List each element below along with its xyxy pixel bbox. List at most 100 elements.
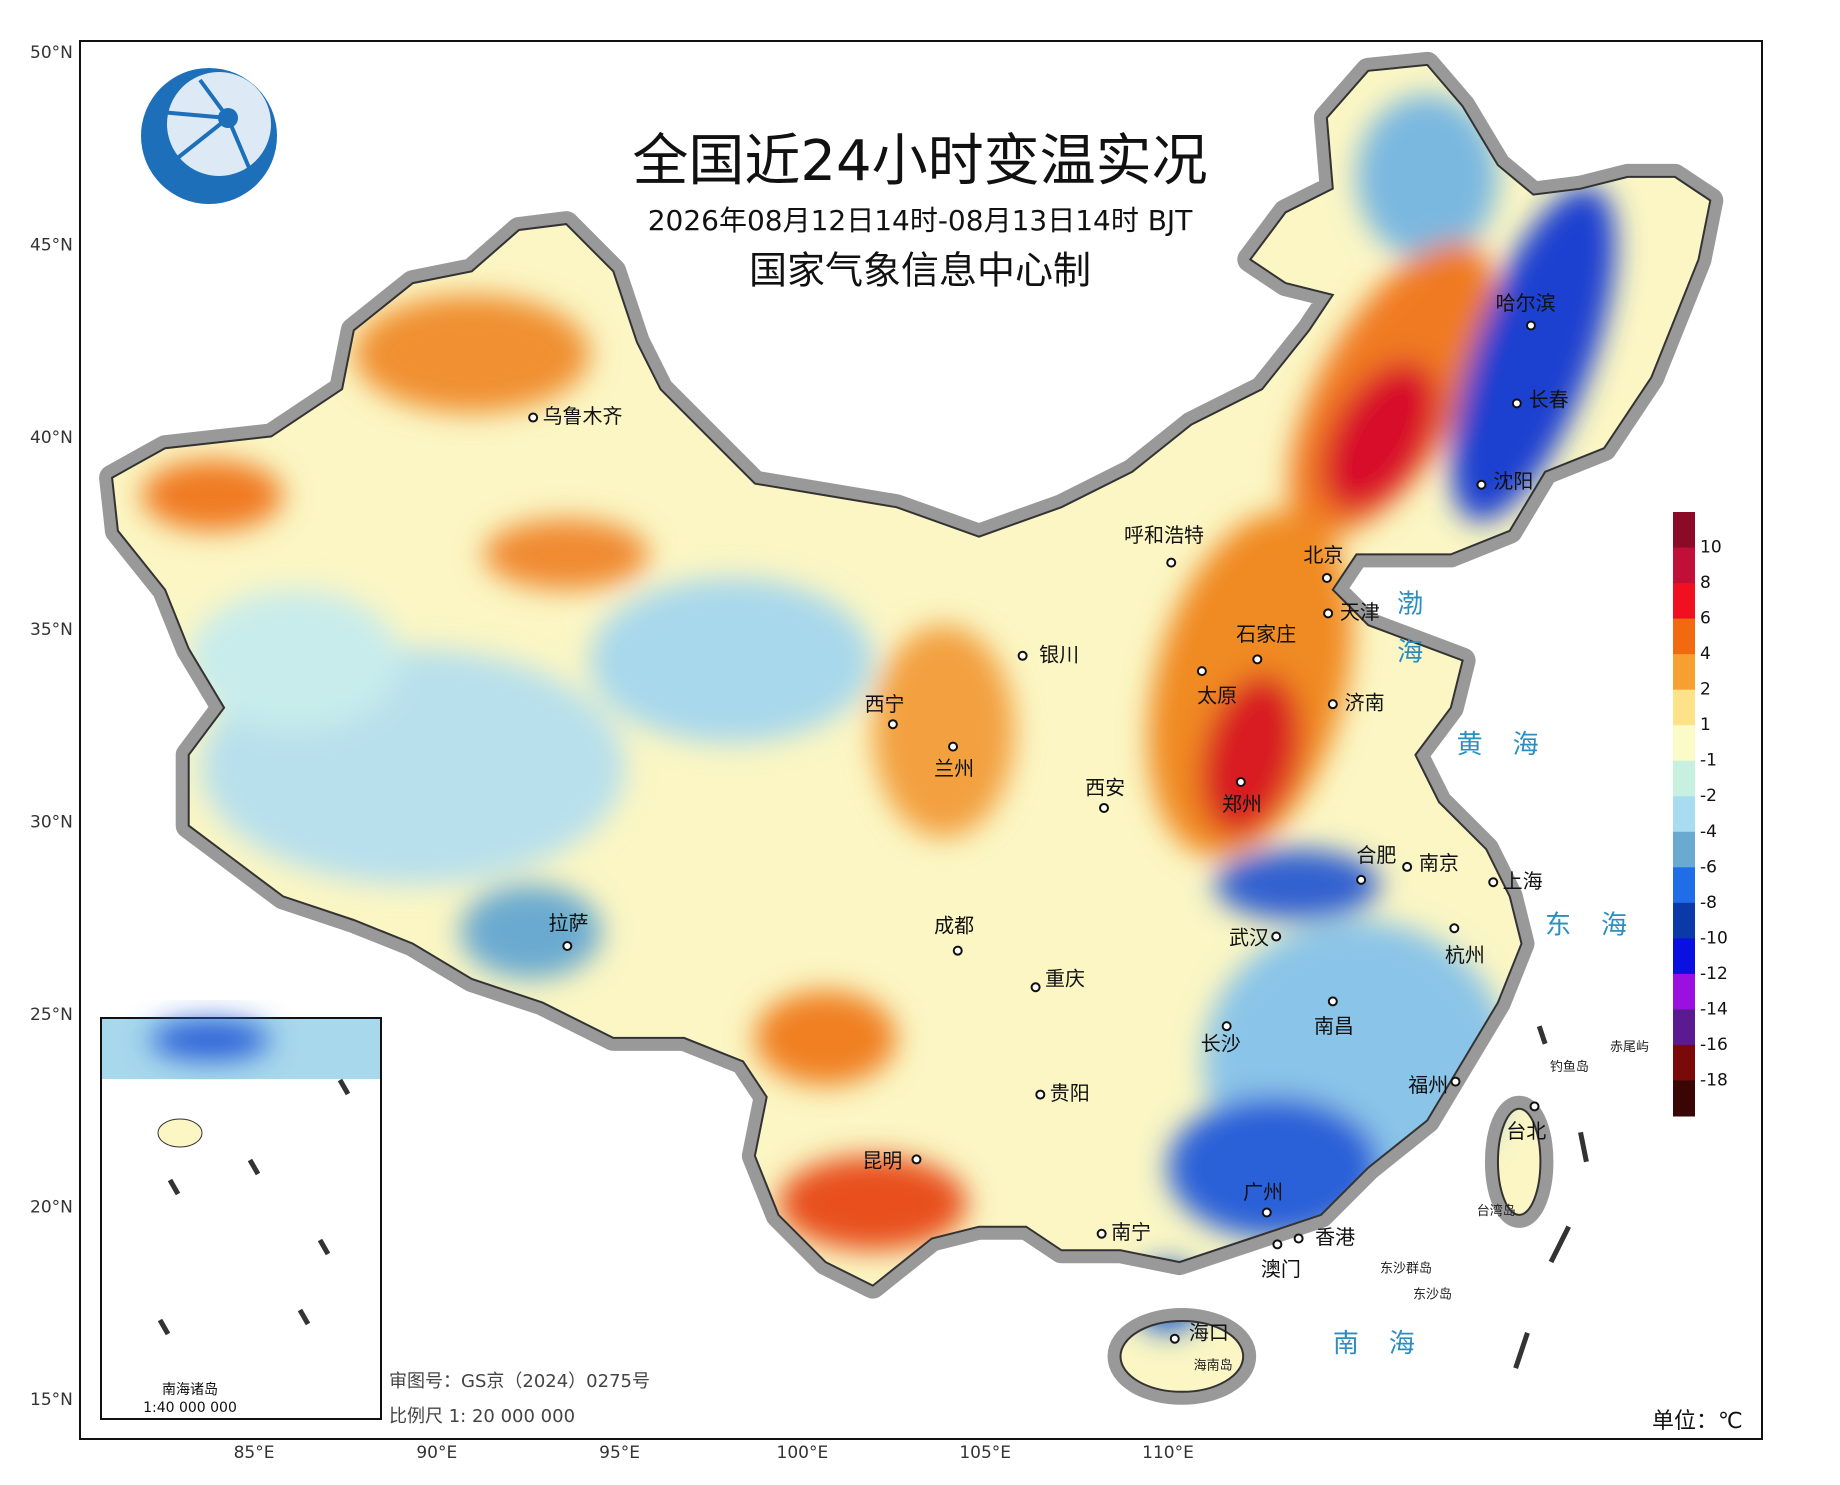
city-marker xyxy=(1235,777,1246,787)
inset-title: 南海诸岛 xyxy=(162,1382,218,1398)
city-label: 南昌 xyxy=(1314,1014,1354,1038)
boundary-dash xyxy=(1548,1225,1571,1264)
city-label: 石家庄 xyxy=(1236,622,1296,646)
legend-tick-label: 2 xyxy=(1700,680,1711,700)
city-marker xyxy=(1017,650,1028,661)
field-blob xyxy=(1321,361,1439,512)
city-marker xyxy=(1321,572,1332,583)
legend-tick-label: 1 xyxy=(1700,715,1711,735)
city-marker xyxy=(1323,608,1334,619)
city-marker xyxy=(948,741,959,752)
sea-label: 东海 xyxy=(1545,910,1657,940)
legend-swatch xyxy=(1673,689,1695,726)
city-marker xyxy=(1525,320,1536,331)
field-blob xyxy=(460,884,602,979)
city-label: 合肥 xyxy=(1356,843,1396,867)
city-marker xyxy=(1293,1233,1304,1244)
city-marker xyxy=(1449,923,1460,934)
city-marker xyxy=(1169,1333,1180,1344)
city-label: 拉萨 xyxy=(548,911,588,935)
city-marker xyxy=(1476,479,1487,490)
city-marker xyxy=(1261,1207,1272,1218)
city-marker xyxy=(1327,996,1338,1007)
legend-tick-label: -4 xyxy=(1700,822,1717,842)
city-label: 济南 xyxy=(1345,691,1385,715)
city-marker xyxy=(1402,861,1413,872)
city-marker xyxy=(1271,931,1282,942)
inset-dash xyxy=(317,1238,331,1256)
field-blob xyxy=(353,294,590,413)
legend-tick-label: 6 xyxy=(1700,609,1711,629)
lat-label: 30°N xyxy=(30,813,73,833)
city-label: 重庆 xyxy=(1045,967,1085,991)
city-marker xyxy=(1529,1101,1540,1112)
map-scale: 比例尺 1: 20 000 000 xyxy=(389,1406,575,1427)
legend-swatch xyxy=(1673,547,1695,584)
city-label: 海口 xyxy=(1189,1321,1229,1345)
legend-tick-label: 4 xyxy=(1700,644,1711,664)
city-marker xyxy=(1030,982,1041,993)
field-blob xyxy=(141,460,284,531)
lat-label: 15°N xyxy=(30,1390,73,1410)
city-marker xyxy=(562,940,573,951)
city-label: 香港 xyxy=(1315,1225,1355,1249)
island-label: 台湾岛 xyxy=(1477,1203,1516,1219)
legend-unit: 单位：℃ xyxy=(1652,1409,1743,1434)
field-blobs xyxy=(141,94,1616,1333)
city-marker xyxy=(952,945,963,956)
field-blob xyxy=(1214,849,1380,920)
review-number: 审图号：GS京（2024）0275号 xyxy=(389,1371,650,1392)
city-label: 郑州 xyxy=(1222,792,1262,816)
city-label: 上海 xyxy=(1503,869,1543,893)
city-label: 长沙 xyxy=(1201,1032,1241,1056)
legend-tick-label: -16 xyxy=(1700,1035,1728,1055)
city-label: 台北 xyxy=(1506,1119,1546,1143)
field-blob xyxy=(778,1155,968,1251)
inset-hainan xyxy=(157,1118,203,1148)
field-blob xyxy=(483,518,649,590)
city-label: 成都 xyxy=(934,914,974,938)
border xyxy=(111,63,1712,1393)
city-label: 澳门 xyxy=(1261,1257,1301,1281)
lat-label: 25°N xyxy=(30,1005,73,1025)
sea-label: 黄海 xyxy=(1457,730,1569,760)
legend: 10 8 6 4 2 1 -1 -2 -4 -6 -8 -10 -12 -14 -16 -18 xyxy=(1673,512,1728,1117)
inset-frame xyxy=(100,1017,382,1420)
inset-blob xyxy=(150,1020,270,1060)
city-marker xyxy=(1096,1228,1107,1239)
legend-swatch xyxy=(1673,831,1695,868)
island-label: 钓鱼岛 xyxy=(1550,1059,1589,1075)
city-label: 沈阳 xyxy=(1493,469,1533,493)
legend-swatch xyxy=(1673,1009,1695,1046)
city-marker xyxy=(1450,1076,1461,1087)
field-blob xyxy=(1451,186,1616,522)
lat-label: 40°N xyxy=(30,428,73,448)
legend-tick-label: -18 xyxy=(1700,1070,1728,1090)
legend-swatch xyxy=(1673,1044,1695,1081)
legend-swatch xyxy=(1673,654,1695,691)
city-label: 贵阳 xyxy=(1050,1081,1090,1105)
inset-dash xyxy=(157,1318,171,1336)
city-label: 福州 xyxy=(1408,1073,1448,1097)
city-marker xyxy=(1035,1089,1046,1100)
city-marker xyxy=(1221,1021,1232,1032)
inset-dash xyxy=(167,1178,181,1196)
field-blob xyxy=(1167,1096,1381,1239)
city-label: 西宁 xyxy=(865,692,905,716)
inset-dash xyxy=(297,1308,311,1326)
logo xyxy=(141,68,277,204)
island-label: 东沙群岛 xyxy=(1380,1261,1432,1277)
lon-label: 95°E xyxy=(599,1443,640,1463)
legend-swatch xyxy=(1673,725,1695,762)
city-marker xyxy=(1327,699,1338,710)
legend-tick-label: -6 xyxy=(1700,857,1717,877)
field-blob xyxy=(872,625,1015,838)
field-blob xyxy=(1356,94,1498,260)
legend-tick-label: -8 xyxy=(1700,893,1717,913)
lat-label: 35°N xyxy=(30,620,73,640)
city-label: 天津 xyxy=(1340,600,1380,624)
sea-label: 渤海 xyxy=(1393,590,1423,686)
lat-label: 20°N xyxy=(30,1197,73,1217)
legend-tick-label: -14 xyxy=(1700,999,1728,1019)
